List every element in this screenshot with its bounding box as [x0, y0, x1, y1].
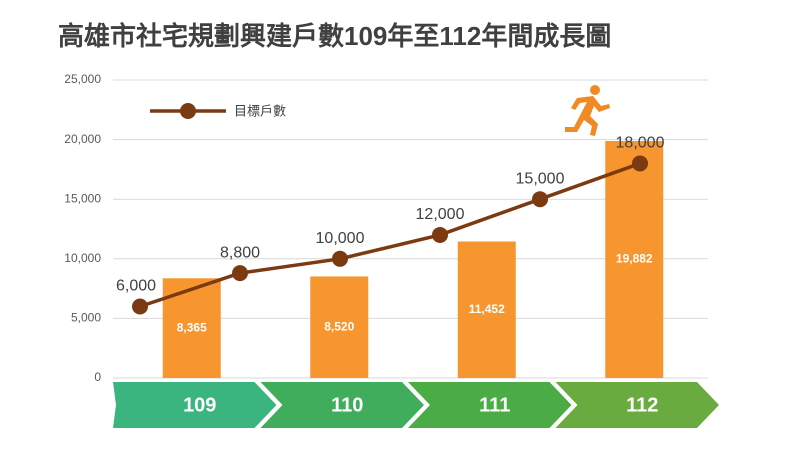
- bar-value-label: 19,882: [616, 252, 653, 266]
- target-value-label: 15,000: [516, 170, 565, 187]
- x-tick-label: 109: [183, 394, 216, 416]
- category-arrow: [555, 382, 719, 428]
- target-value-label: 6,000: [116, 278, 156, 295]
- x-tick-label: 110: [331, 394, 363, 416]
- target-point: [132, 298, 148, 315]
- bar: [457, 241, 516, 378]
- legend-label: 目標戶數: [234, 103, 286, 118]
- y-tick-label: 20,000: [64, 132, 101, 146]
- bar-value-label: 8,520: [324, 319, 354, 333]
- y-tick-label: 0: [94, 370, 101, 384]
- x-tick-label: 111: [479, 394, 510, 416]
- y-tick-label: 25,000: [64, 72, 101, 86]
- legend-marker: [180, 103, 196, 119]
- bar: [605, 141, 664, 378]
- target-point: [532, 191, 548, 208]
- target-value-label: 18,000: [616, 135, 665, 152]
- category-arrow: [408, 382, 572, 428]
- bar-value-label: 8,365: [177, 320, 207, 334]
- target-line: [139, 161, 641, 309]
- target-point: [232, 265, 248, 282]
- y-tick-label: 10,000: [64, 251, 101, 265]
- category-arrow: [260, 382, 424, 428]
- y-tick-label: 5,000: [71, 311, 101, 325]
- runner-icon: [565, 85, 610, 136]
- target-point: [332, 250, 348, 267]
- target-value-label: 10,000: [316, 230, 365, 247]
- bar: [310, 276, 369, 378]
- y-tick-label: 15,000: [64, 191, 101, 205]
- target-point: [632, 155, 648, 172]
- bar-value-label: 11,452: [469, 302, 505, 316]
- target-point: [432, 226, 448, 243]
- target-value-label: 12,000: [416, 206, 465, 223]
- target-value-label: 8,800: [220, 244, 260, 261]
- category-arrow: [113, 382, 277, 428]
- x-tick-label: 112: [626, 394, 658, 416]
- chart-title: 高雄市社宅規劃興建戶數109年至112年間成長圖: [58, 21, 611, 51]
